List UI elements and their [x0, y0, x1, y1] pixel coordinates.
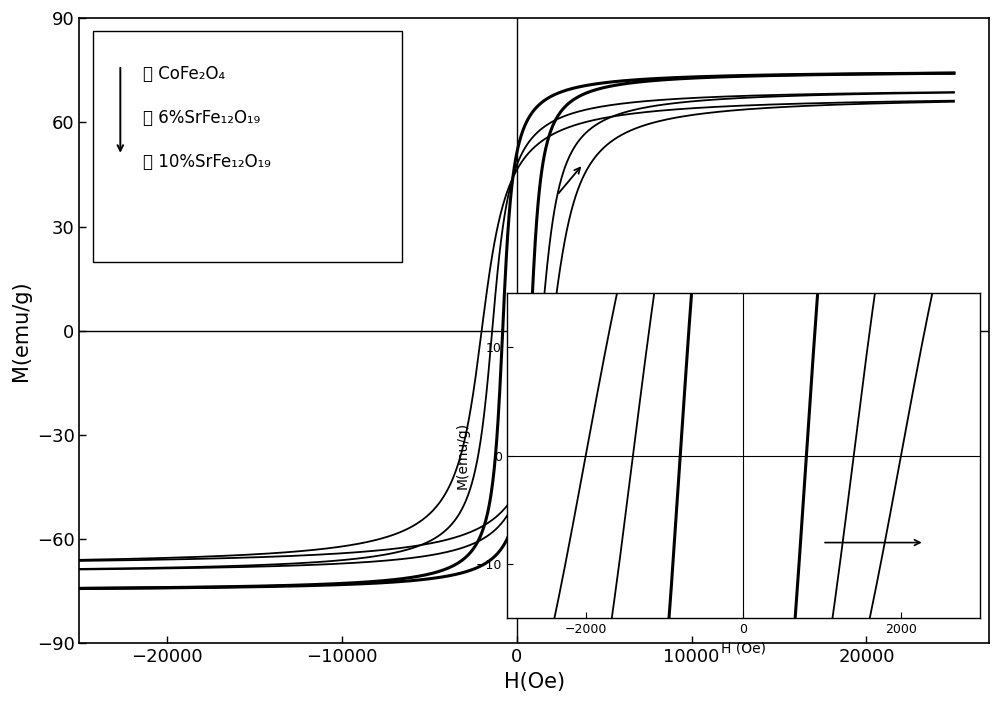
- Text: 含 6%SrFe₁₂O₁₉: 含 6%SrFe₁₂O₁₉: [143, 109, 260, 127]
- Y-axis label: M(emu/g): M(emu/g): [11, 280, 31, 381]
- Text: 纯 CoFe₂O₄: 纯 CoFe₂O₄: [143, 65, 225, 83]
- Text: 含 10%SrFe₁₂O₁₉: 含 10%SrFe₁₂O₁₉: [143, 153, 271, 171]
- FancyBboxPatch shape: [93, 31, 402, 262]
- X-axis label: H(Oe): H(Oe): [504, 672, 565, 692]
